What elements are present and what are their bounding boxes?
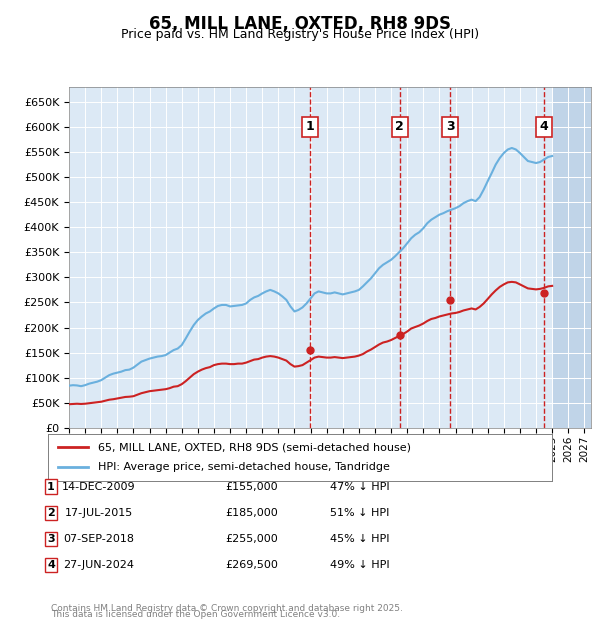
Text: 4: 4 — [47, 560, 55, 570]
Text: 07-SEP-2018: 07-SEP-2018 — [64, 534, 134, 544]
Text: 65, MILL LANE, OXTED, RH8 9DS (semi-detached house): 65, MILL LANE, OXTED, RH8 9DS (semi-deta… — [98, 442, 412, 452]
Text: 1: 1 — [47, 482, 55, 492]
Text: 45% ↓ HPI: 45% ↓ HPI — [330, 534, 390, 544]
Text: 17-JUL-2015: 17-JUL-2015 — [65, 508, 133, 518]
Text: 4: 4 — [539, 120, 548, 133]
Text: 47% ↓ HPI: 47% ↓ HPI — [330, 482, 390, 492]
Text: £185,000: £185,000 — [226, 508, 278, 518]
Text: £255,000: £255,000 — [226, 534, 278, 544]
Bar — [552, 87, 591, 428]
Text: 14-DEC-2009: 14-DEC-2009 — [62, 482, 136, 492]
Text: 3: 3 — [446, 120, 455, 133]
Text: 2: 2 — [395, 120, 404, 133]
Text: 1: 1 — [305, 120, 314, 133]
Text: Contains HM Land Registry data © Crown copyright and database right 2025.: Contains HM Land Registry data © Crown c… — [51, 603, 403, 613]
Text: Price paid vs. HM Land Registry's House Price Index (HPI): Price paid vs. HM Land Registry's House … — [121, 28, 479, 41]
Text: 2: 2 — [47, 508, 55, 518]
Text: £155,000: £155,000 — [226, 482, 278, 492]
Text: £269,500: £269,500 — [226, 560, 278, 570]
Text: 27-JUN-2024: 27-JUN-2024 — [64, 560, 134, 570]
Text: 49% ↓ HPI: 49% ↓ HPI — [330, 560, 390, 570]
Text: 51% ↓ HPI: 51% ↓ HPI — [331, 508, 389, 518]
Text: 65, MILL LANE, OXTED, RH8 9DS: 65, MILL LANE, OXTED, RH8 9DS — [149, 16, 451, 33]
Text: 3: 3 — [47, 534, 55, 544]
Text: This data is licensed under the Open Government Licence v3.0.: This data is licensed under the Open Gov… — [51, 609, 340, 619]
Text: HPI: Average price, semi-detached house, Tandridge: HPI: Average price, semi-detached house,… — [98, 463, 390, 472]
